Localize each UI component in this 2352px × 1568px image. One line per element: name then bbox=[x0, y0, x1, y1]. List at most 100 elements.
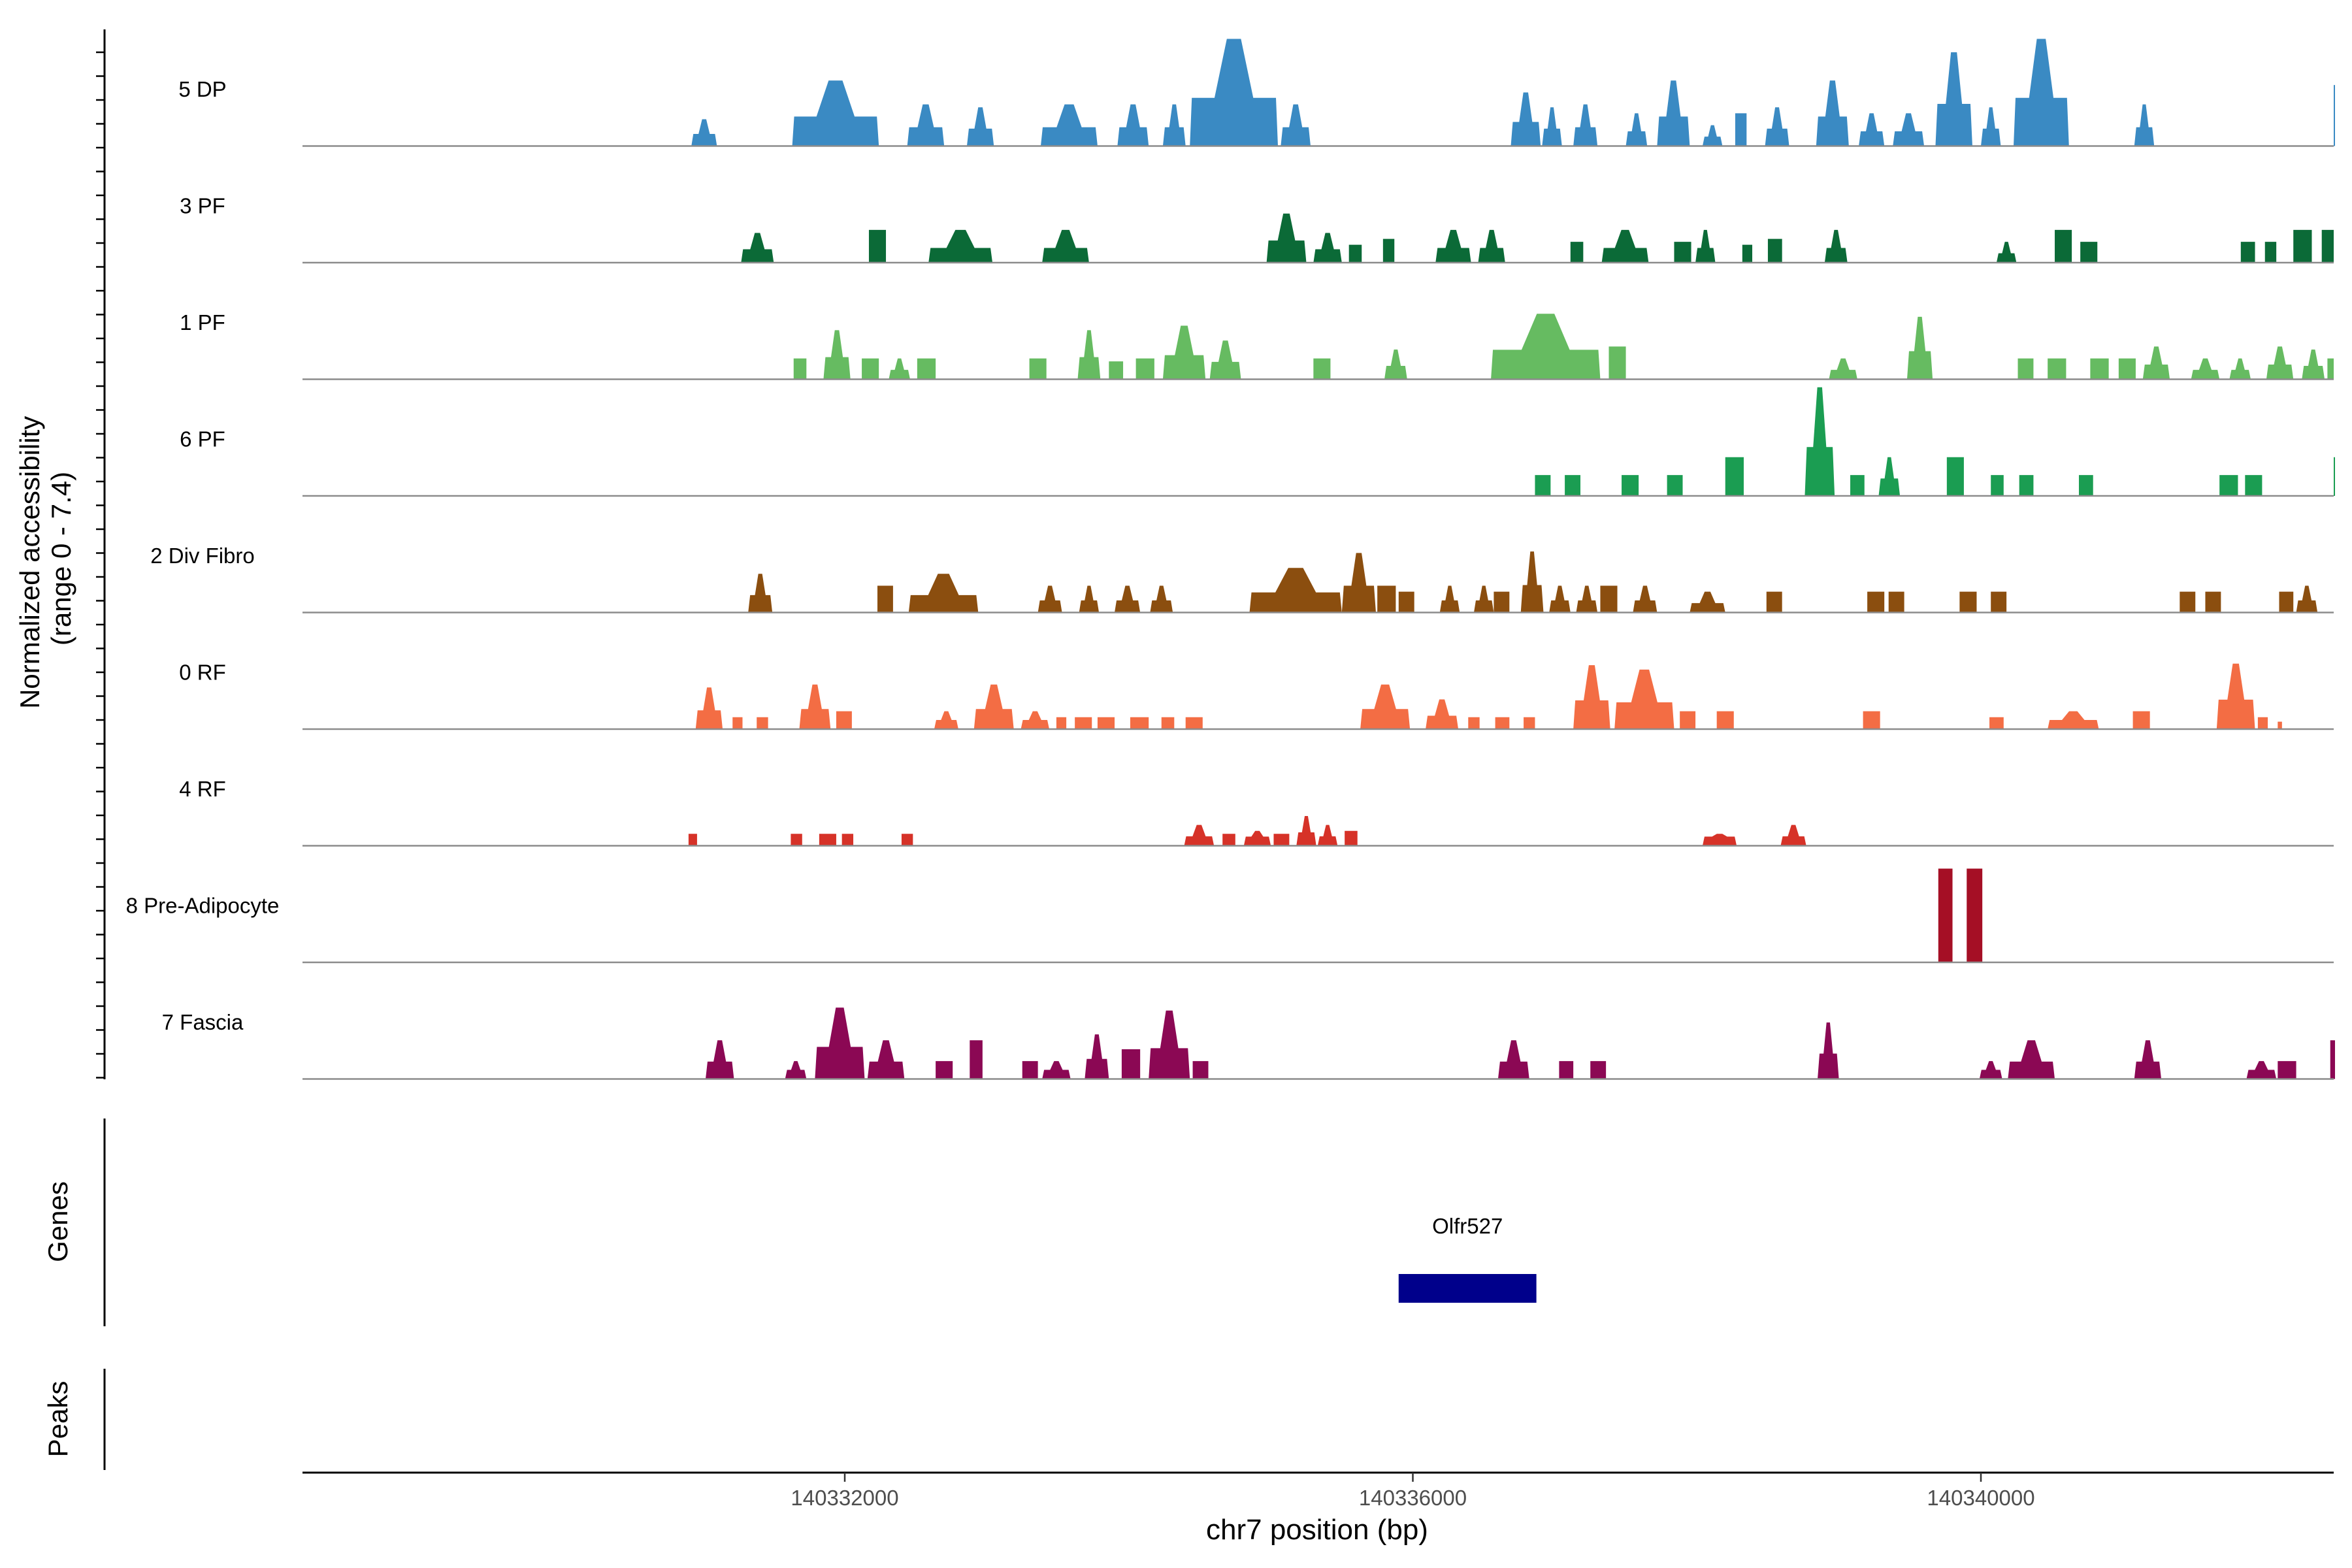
coverage-peak bbox=[1981, 107, 2001, 146]
coverage-peak bbox=[1121, 1049, 1141, 1079]
coverage-peak bbox=[2321, 229, 2334, 263]
coverage-peak bbox=[901, 834, 913, 846]
track-label: 1 PF bbox=[180, 310, 225, 335]
coverage-peak bbox=[1249, 568, 1342, 613]
track-label: 4 RF bbox=[179, 777, 226, 801]
coverage-peak bbox=[1742, 244, 1753, 263]
track-5-dp: 5 DP bbox=[178, 39, 2335, 147]
coverage-peak bbox=[1946, 457, 1964, 496]
coverage-peak bbox=[1674, 242, 1691, 263]
coverage-peak bbox=[1542, 107, 1562, 146]
coverage-peak bbox=[2302, 349, 2325, 380]
coverage-peak bbox=[793, 358, 807, 380]
coverage-peak bbox=[1439, 585, 1460, 613]
coverage-peak bbox=[1829, 358, 1857, 380]
coverage-peak bbox=[1021, 711, 1050, 729]
coverage-peak bbox=[2216, 663, 2255, 729]
coverage-peak bbox=[1766, 591, 1782, 613]
coverage-peak bbox=[1991, 591, 2007, 613]
track-label: 8 Pre-Adipocyte bbox=[126, 894, 280, 918]
coverage-peak bbox=[1991, 475, 2004, 496]
coverage-peak bbox=[1085, 1034, 1109, 1079]
coverage-peak bbox=[1690, 591, 1725, 613]
coverage-peak bbox=[2266, 346, 2294, 380]
coverage-peak bbox=[1491, 314, 1601, 380]
coverage-peak bbox=[1115, 585, 1141, 613]
coverage-peak bbox=[936, 1061, 953, 1079]
coverage-peak bbox=[1680, 711, 1696, 729]
coverage-peak bbox=[1222, 834, 1235, 846]
track-label: 6 PF bbox=[180, 427, 225, 451]
coverage-peak bbox=[1590, 1061, 1607, 1079]
coverage-peak bbox=[1478, 229, 1505, 263]
coverage-peak bbox=[862, 358, 879, 380]
coverage-peak bbox=[1495, 717, 1510, 729]
coverage-peak bbox=[2293, 229, 2312, 263]
coverage-peak bbox=[1935, 52, 1972, 146]
coverage-peak bbox=[1863, 711, 1880, 729]
coverage-peak bbox=[1037, 585, 1062, 613]
y-axis-title: Normalized accessibility (range 0 - 7.4) bbox=[14, 408, 76, 709]
coverage-peak bbox=[1695, 229, 1716, 263]
coverage-peak bbox=[2219, 475, 2238, 496]
coverage-peak bbox=[1435, 229, 1471, 263]
coverage-peak bbox=[970, 1040, 983, 1079]
coverage-peak bbox=[1273, 834, 1290, 846]
coverage-peak bbox=[1075, 717, 1092, 729]
coverage-peak bbox=[1313, 233, 1342, 263]
coverage-peak bbox=[1040, 104, 1098, 146]
coverage-peak bbox=[1313, 358, 1331, 380]
coverage-peak bbox=[1767, 238, 1782, 263]
coverage-peak bbox=[966, 107, 994, 146]
coverage-peak bbox=[1345, 830, 1358, 846]
coverage-peak bbox=[688, 834, 697, 846]
coverage-peak bbox=[907, 104, 945, 146]
coverage-peak bbox=[1192, 1061, 1209, 1079]
coverage-peak bbox=[2327, 358, 2334, 380]
coverage-peak bbox=[1959, 591, 1977, 613]
coverage-peak bbox=[815, 1007, 865, 1079]
coverage-peak bbox=[1535, 475, 1551, 496]
track-4-rf: 4 RF bbox=[179, 777, 2334, 847]
coverage-peak bbox=[757, 717, 768, 729]
coverage-peak bbox=[1702, 125, 1723, 146]
y-axis-title-line1: Normalized accessibility bbox=[14, 416, 45, 709]
coverage-peak bbox=[836, 711, 852, 729]
coverage-peak bbox=[1979, 1061, 2002, 1079]
coverage-peak bbox=[1022, 1061, 1038, 1079]
track-0-rf: 0 RF bbox=[179, 661, 2334, 730]
coverage-peak bbox=[1702, 834, 1737, 846]
peaks-panel-label: Peaks bbox=[42, 1381, 73, 1458]
coverage-peak bbox=[1079, 585, 1100, 613]
coverage-tracks: 5 DP 3 PF 1 PF 6 PF 2 Div Fibro 0 RF 4 RF 8 Pre… bbox=[126, 39, 2335, 1080]
coverage-peak bbox=[691, 119, 717, 146]
coverage-peak bbox=[1056, 717, 1067, 729]
gene-body bbox=[1398, 1274, 1537, 1303]
x-axis-title: chr7 position (bp) bbox=[1206, 1514, 1428, 1546]
coverage-peak bbox=[1573, 104, 1598, 146]
coverage-peak bbox=[2048, 711, 2099, 729]
coverage-peak bbox=[1190, 39, 1278, 146]
coverage-peak bbox=[1601, 229, 1649, 263]
coverage-peak bbox=[1867, 591, 1885, 613]
coverage-peak bbox=[1878, 457, 1901, 496]
coverage-peak bbox=[1765, 107, 1789, 146]
coverage-peak bbox=[1296, 815, 1316, 846]
coverage-peak bbox=[1473, 585, 1494, 613]
coverage-peak bbox=[732, 717, 743, 729]
y-axis-title-line2: (range 0 - 7.4) bbox=[46, 472, 76, 645]
x-axis-ticks: 140332000 140336000 140340000 bbox=[791, 1473, 2035, 1510]
coverage-peak bbox=[1162, 104, 1186, 146]
coverage-peak bbox=[1824, 229, 1848, 263]
track-3-pf: 3 PF bbox=[180, 194, 2334, 264]
coverage-peak bbox=[1859, 113, 1885, 146]
coverage-peak bbox=[2264, 242, 2277, 263]
coverage-peak bbox=[1780, 825, 1806, 846]
coverage-peak bbox=[1805, 387, 1835, 496]
coverage-peak bbox=[2078, 475, 2093, 496]
coverage-peak bbox=[1725, 457, 1744, 496]
coverage-peak bbox=[2279, 591, 2294, 613]
coverage-peak bbox=[973, 684, 1014, 729]
coverage-peak bbox=[1162, 325, 1206, 380]
coverage-peak bbox=[2048, 358, 2066, 380]
